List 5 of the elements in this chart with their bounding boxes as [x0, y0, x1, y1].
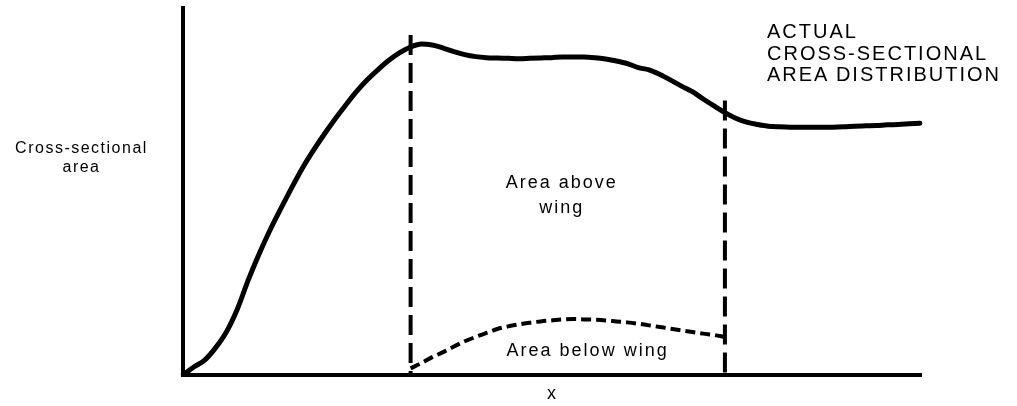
- annotation: Area below wing: [506, 340, 669, 360]
- annotation: Area above wing: [505, 172, 618, 217]
- text: ACTUAL CROSS-SECTIONAL AREA DISTRIBUTION: [767, 20, 1002, 86]
- y-axis-title: Cross-sectional area: [15, 139, 148, 175]
- x-axis-title: x: [547, 383, 556, 403]
